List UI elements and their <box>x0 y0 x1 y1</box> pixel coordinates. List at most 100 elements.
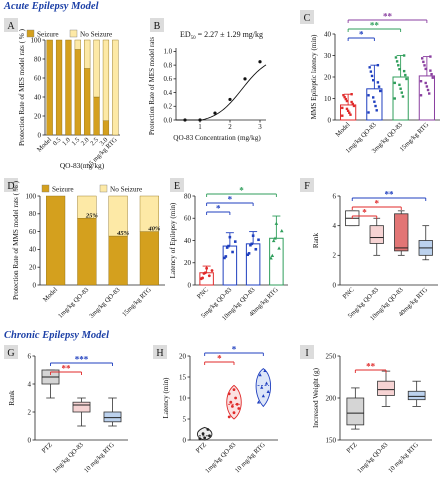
panel-c-data-point <box>344 97 347 101</box>
panel-c-data-point <box>419 80 423 83</box>
panel-c-data-point <box>431 76 434 79</box>
panel-h-data-point <box>206 428 210 431</box>
panel-c-significance-label: ** <box>370 21 380 31</box>
panel-c-data-point <box>368 66 371 69</box>
panel-h-y-tick-label: 10 <box>179 394 187 402</box>
panel-f-box <box>394 213 409 252</box>
panel-b-y-tick-label: 0.0 <box>164 117 173 124</box>
panel-label-G: G <box>7 348 14 359</box>
panel-c-data-point <box>370 74 374 78</box>
panel-e-data-point <box>250 242 254 246</box>
panel-c-significance-label: * <box>359 30 364 40</box>
panel-h-data-point <box>234 396 238 400</box>
panel-h-x-tick-label: PTZ <box>195 441 208 454</box>
panel-h-violin <box>255 368 272 408</box>
panel-a-y-tick-label: 80 <box>34 55 42 63</box>
panel-h-data-point <box>263 368 267 372</box>
panel-c-x-tick-label: Model <box>334 121 351 138</box>
panel-e-data-point <box>205 266 209 270</box>
panel-a-bar-seizure <box>102 120 110 136</box>
panel-g-x-tick-label: PTZ <box>41 441 54 454</box>
panel-h-data-point <box>232 411 236 415</box>
panel-b-x-tick-label: 2 <box>228 123 232 131</box>
panel-a-x-tick-label: 2.5 <box>89 136 100 147</box>
panel-a-y-tick-label: 60 <box>34 74 42 82</box>
panel-b-data-point <box>228 97 232 102</box>
panel-label-A: A <box>7 21 15 32</box>
panel-a-legend-swatch <box>26 29 35 38</box>
panel-a-x-tick-label: 0.5 <box>52 136 63 147</box>
panel-g-y-tick-label: 4 <box>28 380 32 388</box>
panel-i-x-tick-label: 10 mg/kg RTG <box>387 441 420 474</box>
panel-label-box-D <box>4 178 18 192</box>
panel-e-significance-label: * <box>239 186 244 196</box>
panel-c-data-point <box>394 56 398 59</box>
panel-h-data-point <box>235 402 239 406</box>
panel-e-y-tick-label: 60 <box>184 215 192 223</box>
panel-h-data-point <box>229 400 233 404</box>
panel-label-box-A <box>4 18 18 32</box>
panel-i-x-tick-label: 1mg/kg QO-83 <box>356 441 390 475</box>
panel-label-box-E <box>170 178 184 192</box>
panel-f-x-tick-label: PNC <box>342 286 356 300</box>
panel-a-bar-seizure <box>55 39 63 136</box>
panel-h-data-point <box>203 436 207 440</box>
panel-a-bar-no-seizure <box>102 39 110 121</box>
panel-c-data-point <box>402 69 406 73</box>
panel-c-data-point <box>369 70 373 73</box>
panel-d-x-tick-label: 15mg/kg RTG <box>121 286 153 318</box>
panel-c-data-point <box>428 92 431 95</box>
panel-d-bar-no-seizure <box>139 195 159 232</box>
panel-h-data-point <box>208 434 211 438</box>
panel-c-data-point <box>372 96 375 99</box>
panel-e-data-point <box>227 244 230 248</box>
panel-label-C: C <box>304 13 311 24</box>
panel-f-significance-label: * <box>362 208 367 218</box>
panel-h-y-axis-label: Latency (min) <box>162 377 170 419</box>
panel-a-bar-no-seizure <box>74 39 81 50</box>
panel-d-x-tick-label: Model <box>42 286 59 303</box>
panel-e-data-point <box>210 269 214 272</box>
panel-d-y-tick-label: 80 <box>29 210 37 218</box>
panel-h-y-tick-label: 0 <box>183 436 187 444</box>
panel-e-significance-label: * <box>216 204 221 214</box>
panel-c-data-point <box>400 91 403 94</box>
panel-label-I: I <box>305 348 308 359</box>
panel-i-box <box>377 380 395 396</box>
panel-g-y-tick-label: 0 <box>28 436 32 444</box>
panel-d-y-axis-label: Protection Rate of MMS model rats ( % ) <box>12 180 20 300</box>
panel-a-legend-swatch <box>69 29 78 38</box>
panel-e-data-point <box>257 238 260 242</box>
panel-d-legend-swatch <box>99 184 108 193</box>
panel-d-data-label: 45% <box>116 230 130 237</box>
panel-h-data-point <box>261 394 265 398</box>
panel-d-legend-label: Seizure <box>52 186 74 194</box>
panel-h-data-point <box>258 373 262 377</box>
panel-b-annotation: ED50 = 2.27 ± 1.29 mg/kg <box>180 30 263 41</box>
panel-b-y-tick-label: 0.8 <box>164 62 173 69</box>
panel-b-data-point <box>183 118 187 122</box>
panel-c-data-point <box>405 77 408 81</box>
panel-e-y-tick-label: 80 <box>184 192 192 200</box>
panel-e-bar <box>269 237 284 286</box>
panel-i-box <box>407 390 426 401</box>
panel-a-x-tick-label: 1.0 <box>61 136 72 147</box>
panel-i-significance-label: ** <box>366 362 376 372</box>
panel-i-box <box>346 397 365 426</box>
panel-d-bar-seizure <box>139 231 159 286</box>
panel-a-bar-no-seizure <box>112 39 119 136</box>
panel-h-y-tick-label: 15 <box>179 373 187 381</box>
panel-c-y-tick-label: 30 <box>324 52 332 60</box>
panel-d-y-tick-label: 60 <box>29 228 37 236</box>
panel-h-data-point <box>260 385 264 389</box>
panel-a-y-tick-label: 0 <box>38 131 42 139</box>
panel-e-x-tick-label: PNC <box>196 286 210 300</box>
panel-e-data-point <box>224 255 228 258</box>
panel-b-y-tick-label: 0.6 <box>164 76 173 83</box>
panel-c-data-point <box>377 85 381 88</box>
panel-a-y-tick-label: 40 <box>34 93 42 101</box>
panel-a-bar-seizure <box>65 39 72 136</box>
panel-c-data-point <box>375 109 378 112</box>
panel-e-bar <box>222 245 238 286</box>
panel-c-data-point <box>404 73 407 77</box>
